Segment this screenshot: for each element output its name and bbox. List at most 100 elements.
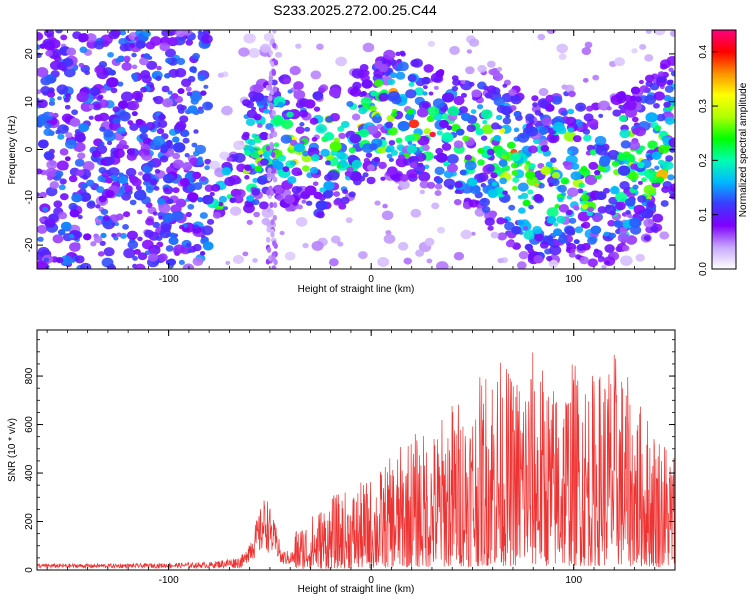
heatmap-cell <box>310 154 320 162</box>
heatmap-cell <box>45 167 58 178</box>
heatmap-cell <box>435 70 444 78</box>
heatmap-cell <box>77 214 83 220</box>
heatmap-cell <box>477 159 485 166</box>
heatmap-cell <box>57 96 62 101</box>
heatmap-cell <box>643 218 654 228</box>
heatmap-cell <box>39 217 46 223</box>
heatmap-cell <box>546 207 559 218</box>
heatmap-cell <box>451 85 459 92</box>
y-tick-label: -20 <box>24 237 35 252</box>
heatmap-cell <box>659 231 670 240</box>
heatmap-cell <box>302 150 310 157</box>
heatmap-cell <box>135 185 142 191</box>
heatmap-cell <box>172 136 180 143</box>
heatmap-cell <box>246 109 258 119</box>
heatmap-cell <box>628 140 641 151</box>
heatmap-cell <box>325 116 334 123</box>
heatmap-cell <box>580 194 590 202</box>
heatmap-cell <box>387 78 396 86</box>
heatmap-cell <box>395 51 401 57</box>
heatmap-cell <box>525 126 539 137</box>
heatmap-cell <box>548 182 554 187</box>
heatmap-cell <box>45 74 57 84</box>
heatmap-cell <box>60 221 72 231</box>
heatmap-cell <box>37 168 43 175</box>
heatmap-cell <box>84 70 90 76</box>
heatmap-cell <box>137 252 148 261</box>
heatmap-cell <box>470 109 477 114</box>
heatmap-cell <box>442 92 455 103</box>
heatmap-cell <box>423 164 430 170</box>
snr-series-line <box>37 352 675 570</box>
heatmap-cell <box>82 161 95 171</box>
heatmap-cell <box>37 31 44 41</box>
heatmap-cell <box>377 257 390 267</box>
heatmap-cell <box>534 182 540 187</box>
heatmap-cell <box>44 30 55 38</box>
heatmap-cell <box>499 177 508 185</box>
heatmap-cell <box>344 170 352 177</box>
heatmap-cell <box>487 189 499 198</box>
heatmap-cell <box>497 232 508 241</box>
heatmap-cell <box>312 181 319 186</box>
heatmap-cell <box>568 217 577 224</box>
heatmap-cell <box>511 170 519 176</box>
heatmap-cell <box>454 181 463 189</box>
heatmap-cell <box>637 161 645 169</box>
heatmap-cell <box>435 147 444 155</box>
heatmap-cell <box>557 235 569 244</box>
x-tick-label: 100 <box>565 575 582 586</box>
heatmap-cell <box>270 151 276 158</box>
heatmap-cell <box>639 145 646 151</box>
heatmap-cell <box>293 89 306 100</box>
heatmap-cell <box>497 67 503 72</box>
heatmap-cell <box>397 241 409 251</box>
heatmap-cell <box>645 80 653 87</box>
heatmap-cell <box>141 239 154 250</box>
heatmap-cell <box>287 89 293 94</box>
heatmap-cell <box>65 132 73 139</box>
heatmap-cell <box>56 160 69 171</box>
heatmap-cell <box>647 201 655 208</box>
heatmap-cell <box>165 57 173 64</box>
heatmap-cell <box>620 255 633 266</box>
heatmap-cell <box>406 169 418 179</box>
heatmap-cell <box>416 170 421 175</box>
heatmap-cell <box>107 167 120 178</box>
heatmap-cell <box>118 172 124 177</box>
heatmap-cell <box>549 157 557 163</box>
heatmap-cell <box>508 89 517 97</box>
heatmap-cell <box>252 258 258 263</box>
heatmap-cell <box>309 117 319 125</box>
heatmap-cell <box>512 177 520 183</box>
heatmap-cell <box>523 226 529 231</box>
heatmap-cell <box>653 102 660 109</box>
heatmap-cell <box>380 176 386 181</box>
heatmap-cell <box>594 170 601 176</box>
heatmap-cell <box>202 194 214 205</box>
heatmap-cell <box>541 116 553 126</box>
heatmap-cell <box>263 108 270 114</box>
heatmap-cell <box>424 237 435 246</box>
heatmap-cell <box>537 182 545 189</box>
heatmap-cell <box>175 30 186 38</box>
heatmap-cell <box>256 123 263 128</box>
heatmap-cell <box>66 47 77 56</box>
heatmap-cell <box>164 73 171 79</box>
heatmap-cell <box>374 200 381 206</box>
heatmap-cell <box>348 191 356 198</box>
heatmap-cell <box>426 181 436 189</box>
y-tick-label: 0 <box>24 146 35 152</box>
heatmap-cell <box>493 135 502 142</box>
heatmap-cell <box>385 147 392 153</box>
snr-panel: -100 0 100 0 200 400 600 800 Height of straigh… <box>7 329 676 595</box>
heatmap-cell <box>190 91 203 102</box>
heatmap-cell <box>86 201 96 209</box>
heatmap-cell <box>99 240 106 246</box>
heatmap-cell <box>139 132 148 140</box>
heatmap-cell <box>372 139 379 145</box>
heatmap-cell <box>93 40 105 50</box>
heatmap-cell <box>498 159 508 167</box>
heatmap-cell <box>453 198 462 206</box>
heatmap-cell <box>146 60 158 70</box>
